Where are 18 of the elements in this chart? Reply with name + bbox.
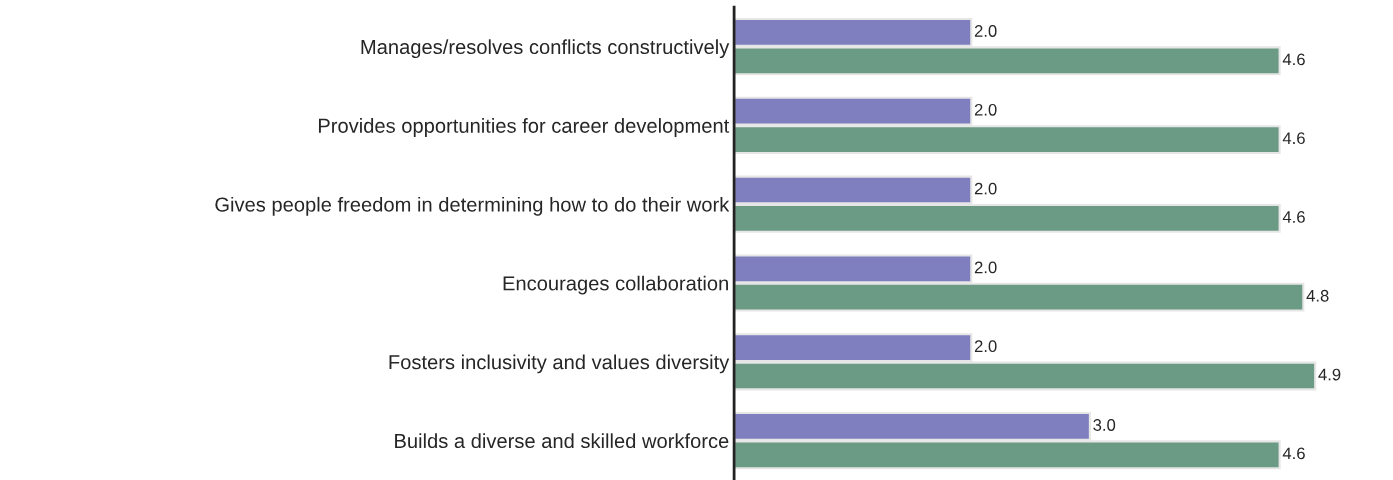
data-label: 2.0 [974, 103, 997, 116]
data-label: 2.0 [974, 261, 997, 274]
data-label: 3.0 [1093, 419, 1116, 431]
y-tick-label: Provides opportunities for career development [318, 118, 730, 137]
y-tick-label: Fosters inclusivity and values diversity [389, 354, 730, 374]
data-label: 2.0 [974, 182, 997, 195]
data-label: 4.6 [1282, 53, 1305, 66]
data-label: 2.0 [974, 25, 997, 37]
data-label: 4.8 [1306, 289, 1329, 302]
data-label: 4.6 [1282, 132, 1305, 145]
y-tick-label: Encourages collaboration [503, 275, 728, 295]
data-label: 2.0 [974, 340, 997, 353]
data-label: 4.6 [1282, 211, 1305, 223]
y-tick-label: Builds a diverse and skilled workforce [395, 433, 729, 449]
y-tick-label: Gives people freedom in determining how to do their work [215, 196, 730, 216]
y-tick-label: Manages/resolves conflicts constructively [361, 39, 730, 59]
data-label: 4.9 [1318, 368, 1341, 381]
data-label: 4.6 [1282, 447, 1305, 460]
